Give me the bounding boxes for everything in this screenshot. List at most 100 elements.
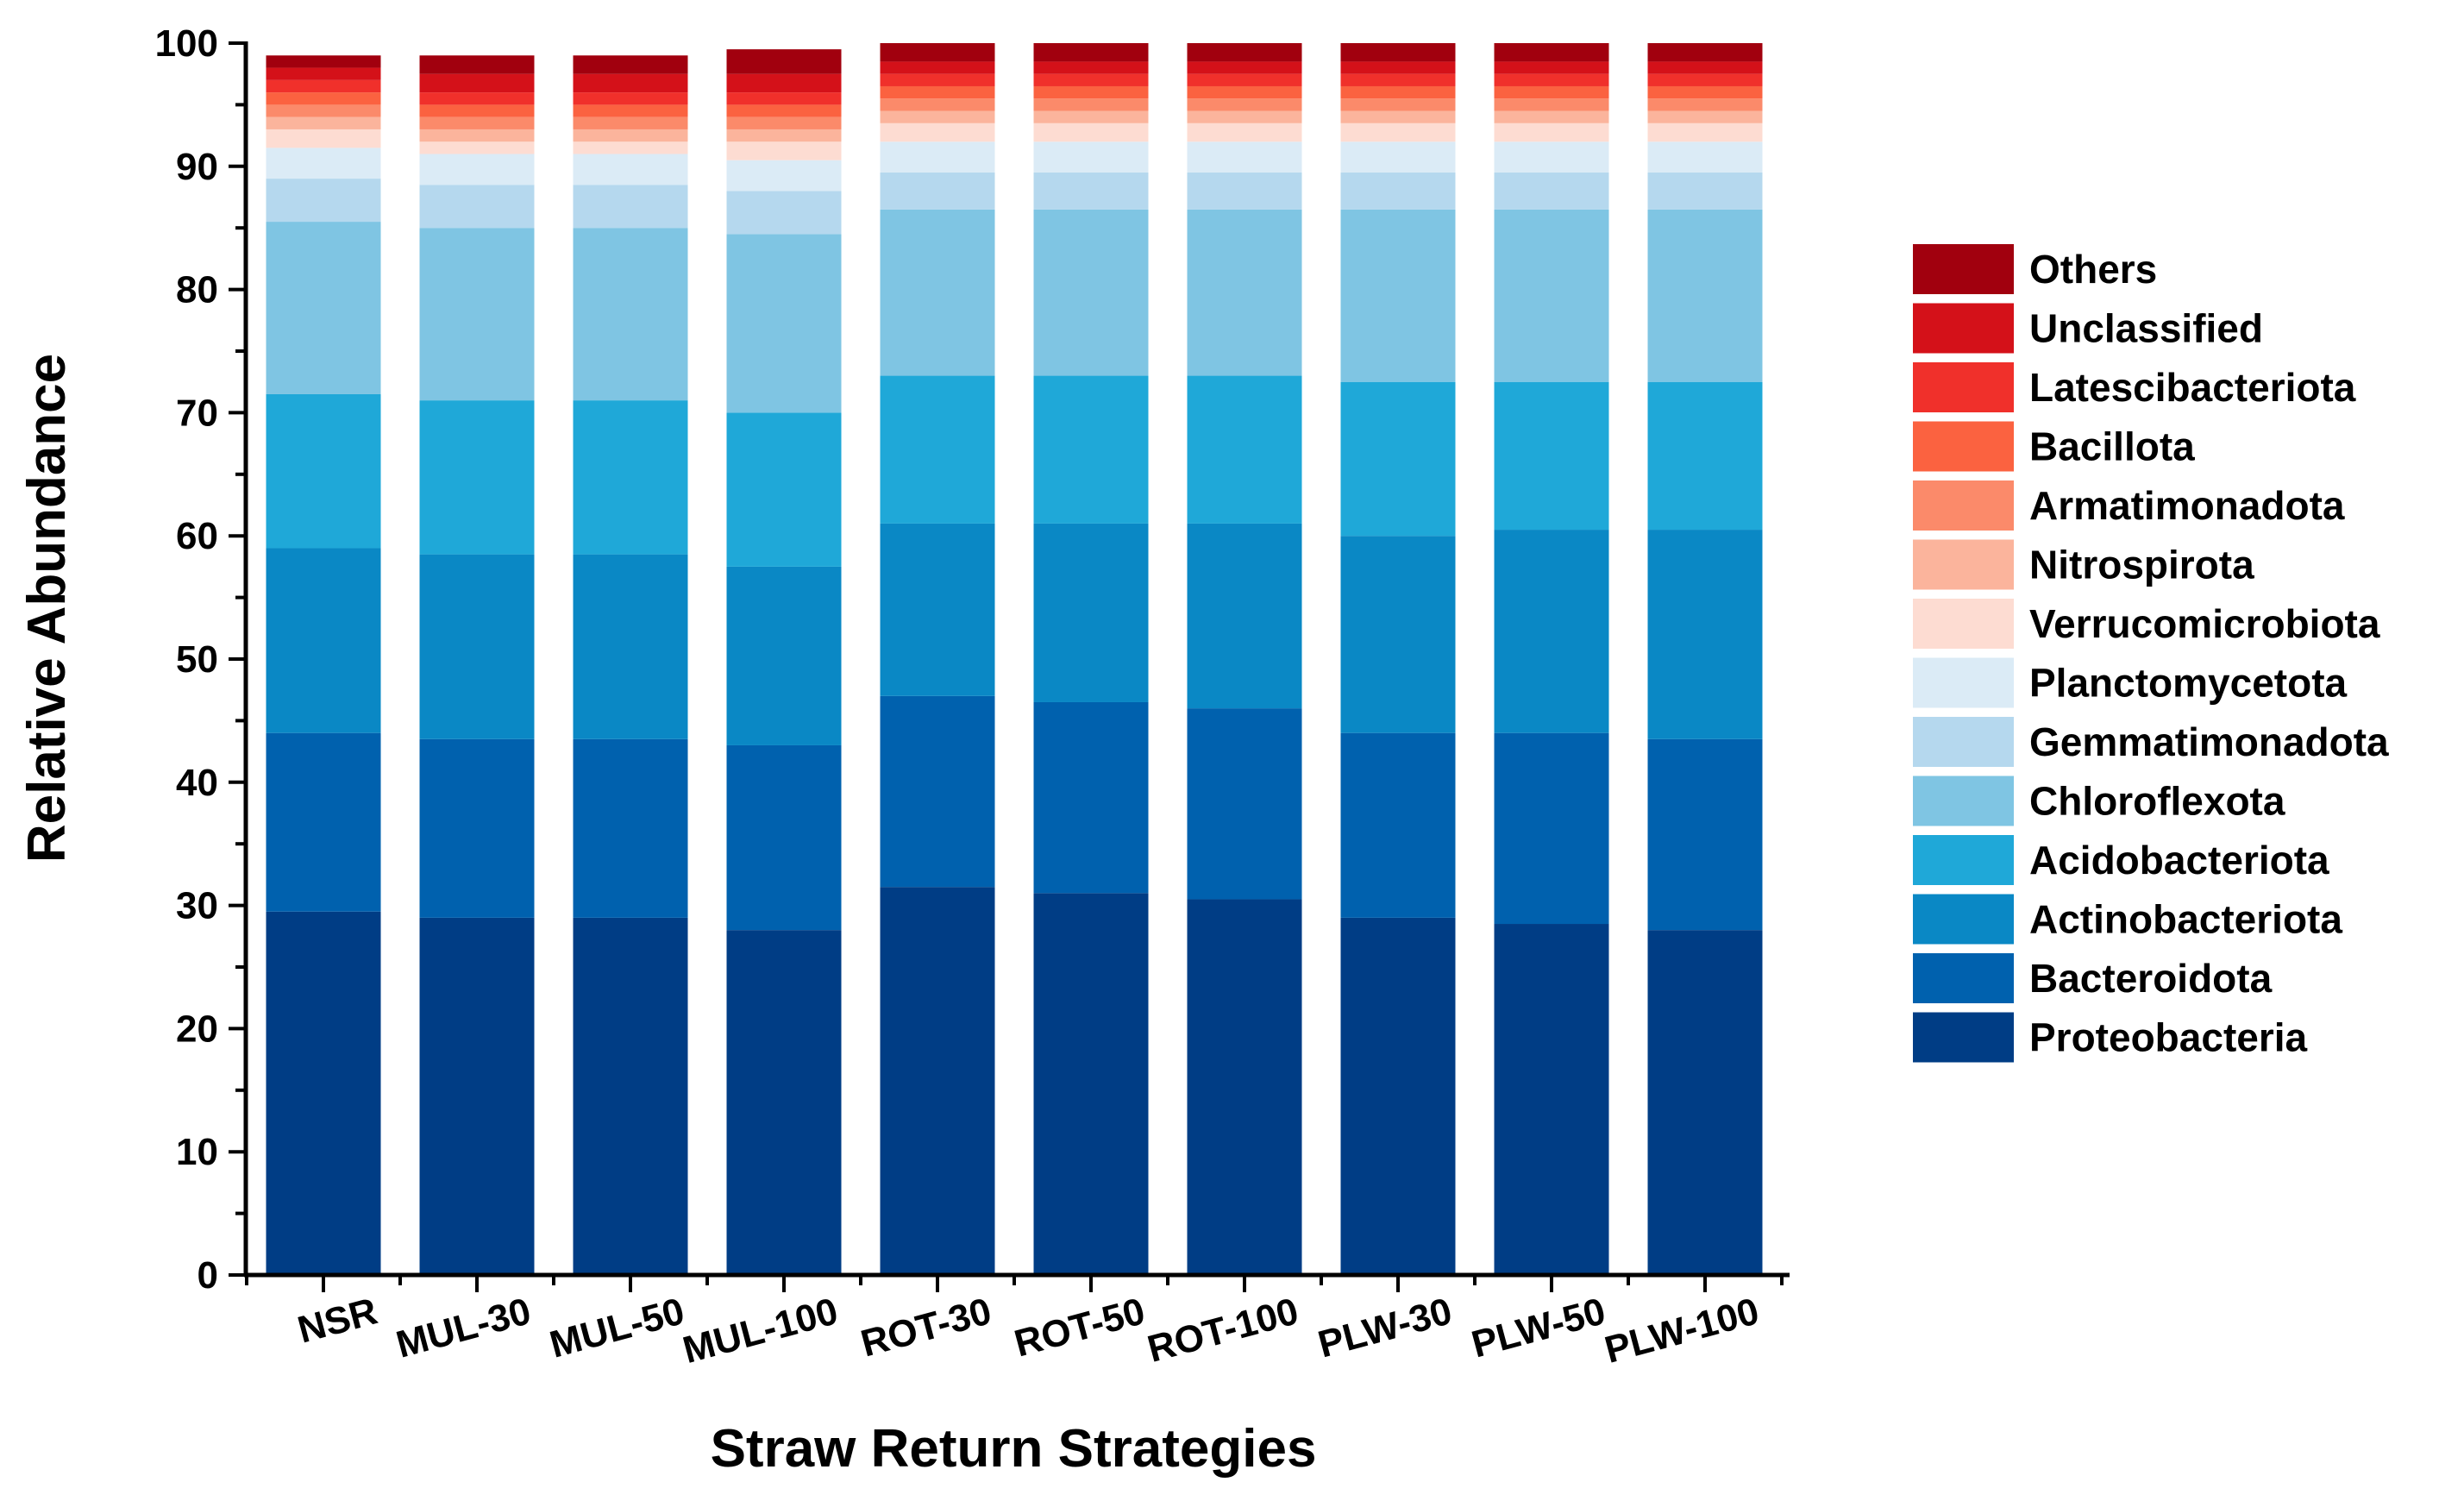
legend-swatch: [1913, 657, 2014, 708]
bar-segment-armatimonadota-mul-30: [419, 116, 535, 129]
bar-segment-armatimonadota-nsr: [266, 104, 381, 117]
bar-segment-chloroflexota-rot-100: [1187, 209, 1302, 376]
bar-segment-latescibacteriota-rot-100: [1187, 73, 1302, 86]
legend: Others Unclassified Latescibacteriota Bacil…: [1913, 244, 2389, 1063]
bar-segment-bacteroidota-rot-100: [1187, 708, 1302, 900]
legend-item-bacillota: Bacillota: [1913, 421, 2195, 472]
bar-segment-armatimonadota-plw-30: [1340, 98, 1456, 111]
bar-segment-verrucomicrobiota-rot-30: [880, 122, 995, 142]
bar-segment-latescibacteriota-mul-30: [419, 92, 535, 105]
bar-segment-acidobacteriota-plw-50: [1494, 381, 1609, 531]
bar-segment-chloroflexota-rot-30: [880, 209, 995, 376]
category-label-rot-30: ROT-30: [856, 1290, 995, 1365]
bar-segment-latescibacteriota-nsr: [266, 79, 381, 93]
bar-segment-bacillota-rot-100: [1187, 85, 1302, 99]
bar-segment-gemmatimonadota-mul-100: [726, 191, 842, 235]
legend-label: Proteobacteria: [2029, 1015, 2308, 1060]
bar-segment-latescibacteriota-plw-30: [1340, 73, 1456, 86]
bar-segment-verrucomicrobiota-plw-100: [1647, 122, 1763, 142]
legend-swatch: [1913, 539, 2014, 590]
bar-segment-verrucomicrobiota-rot-100: [1187, 122, 1302, 142]
bar-segment-latescibacteriota-mul-50: [573, 92, 688, 105]
y-tick-label: 90: [176, 146, 218, 188]
bar-segment-unclassified-plw-50: [1494, 61, 1609, 74]
bar-segment-bacillota-nsr: [266, 92, 381, 105]
bar-segment-verrucomicrobiota-rot-50: [1033, 122, 1149, 142]
bar-segment-gemmatimonadota-nsr: [266, 179, 381, 223]
bar-segment-planctomycetota-rot-50: [1033, 141, 1149, 173]
legend-label: Acidobacteriota: [2029, 838, 2329, 882]
legend-swatch: [1913, 599, 2014, 649]
bar-segment-planctomycetota-mul-100: [726, 160, 842, 192]
bar-segment-others-mul-30: [419, 55, 535, 74]
bar-segment-unclassified-rot-50: [1033, 61, 1149, 74]
y-tick-label: 20: [176, 1008, 218, 1050]
legend-label: Actinobacteriota: [2029, 897, 2342, 942]
bar-segment-actinobacteriota-rot-30: [880, 523, 995, 696]
bar-segment-chloroflexota-plw-50: [1494, 209, 1609, 382]
legend-label: Bacillota: [2029, 424, 2195, 469]
category-label-plw-100: PLW-100: [1601, 1290, 1764, 1372]
bar-segment-gemmatimonadota-mul-50: [573, 185, 688, 229]
bar-segment-armatimonadota-rot-100: [1187, 98, 1302, 111]
bar-segment-armatimonadota-plw-50: [1494, 98, 1609, 111]
legend-label: Armatimonadota: [2029, 483, 2345, 528]
legend-swatch: [1913, 776, 2014, 826]
bar-segment-planctomycetota-mul-50: [573, 154, 688, 185]
legend-swatch: [1913, 244, 2014, 294]
bar-segment-gemmatimonadota-rot-100: [1187, 172, 1302, 210]
bar-segment-actinobacteriota-plw-100: [1647, 530, 1763, 739]
bar-segment-actinobacteriota-mul-100: [726, 566, 842, 745]
bar-segment-planctomycetota-plw-30: [1340, 141, 1456, 173]
bar-segment-bacteroidota-plw-30: [1340, 732, 1456, 918]
legend-item-armatimonadota: Armatimonadota: [1913, 480, 2345, 531]
bar-segment-others-mul-50: [573, 55, 688, 74]
bar-segment-nitrospirota-mul-30: [419, 129, 535, 142]
bar-segment-nitrospirota-mul-100: [726, 129, 842, 142]
bar-segment-bacteroidota-mul-100: [726, 744, 842, 931]
bar-segment-proteobacteria-rot-100: [1187, 899, 1302, 1275]
legend-item-latescibacteriota: Latescibacteriota: [1913, 362, 2356, 412]
bar-segment-chloroflexota-mul-50: [573, 228, 688, 401]
bar-segment-latescibacteriota-mul-100: [726, 92, 842, 105]
bar-segment-bacillota-plw-100: [1647, 85, 1763, 99]
bar-segment-others-plw-100: [1647, 43, 1763, 62]
bar-segment-latescibacteriota-rot-30: [880, 73, 995, 86]
bar-segment-actinobacteriota-mul-50: [573, 554, 688, 739]
bar-segment-bacteroidota-plw-100: [1647, 738, 1763, 931]
bar-segment-unclassified-mul-50: [573, 73, 688, 93]
bar-segment-proteobacteria-mul-30: [419, 917, 535, 1275]
bar-segment-chloroflexota-plw-100: [1647, 209, 1763, 382]
bar-segment-verrucomicrobiota-plw-50: [1494, 122, 1609, 142]
category-label-mul-100: MUL-100: [679, 1290, 843, 1372]
legend-label: Latescibacteriota: [2029, 365, 2356, 410]
bar-segment-gemmatimonadota-mul-30: [419, 185, 535, 229]
bar-segment-bacteroidota-mul-30: [419, 738, 535, 918]
ticks-layer: 0 10 20 30 40 50 60 70 80 90 100: [155, 22, 1784, 1297]
category-label-nsr: NSR: [293, 1290, 381, 1351]
bar-segment-chloroflexota-mul-100: [726, 234, 842, 413]
bar-segment-acidobacteriota-nsr: [266, 393, 381, 549]
bar-segment-armatimonadota-mul-50: [573, 116, 688, 129]
bar-segment-proteobacteria-rot-50: [1033, 893, 1149, 1275]
legend-swatch: [1913, 953, 2014, 1003]
bar-segment-acidobacteriota-mul-100: [726, 412, 842, 567]
legend-swatch: [1913, 480, 2014, 531]
category-label-plw-50: PLW-50: [1467, 1290, 1609, 1366]
bar-segment-bacillota-plw-30: [1340, 85, 1456, 99]
bar-segment-latescibacteriota-plw-50: [1494, 73, 1609, 86]
legend-item-proteobacteria: Proteobacteria: [1913, 1012, 2308, 1063]
bar-segment-others-rot-50: [1033, 43, 1149, 62]
bar-segment-acidobacteriota-mul-50: [573, 400, 688, 555]
y-tick-label: 30: [176, 885, 218, 927]
bar-segment-nitrospirota-plw-30: [1340, 110, 1456, 123]
bars-layer: [266, 43, 1763, 1275]
y-tick-label: 50: [176, 638, 218, 681]
bar-segment-actinobacteriota-nsr: [266, 548, 381, 733]
category-label-mul-50: MUL-50: [545, 1290, 688, 1366]
legend-swatch: [1913, 362, 2014, 412]
bar-segment-acidobacteriota-rot-30: [880, 375, 995, 524]
category-label-plw-30: PLW-30: [1314, 1290, 1456, 1366]
